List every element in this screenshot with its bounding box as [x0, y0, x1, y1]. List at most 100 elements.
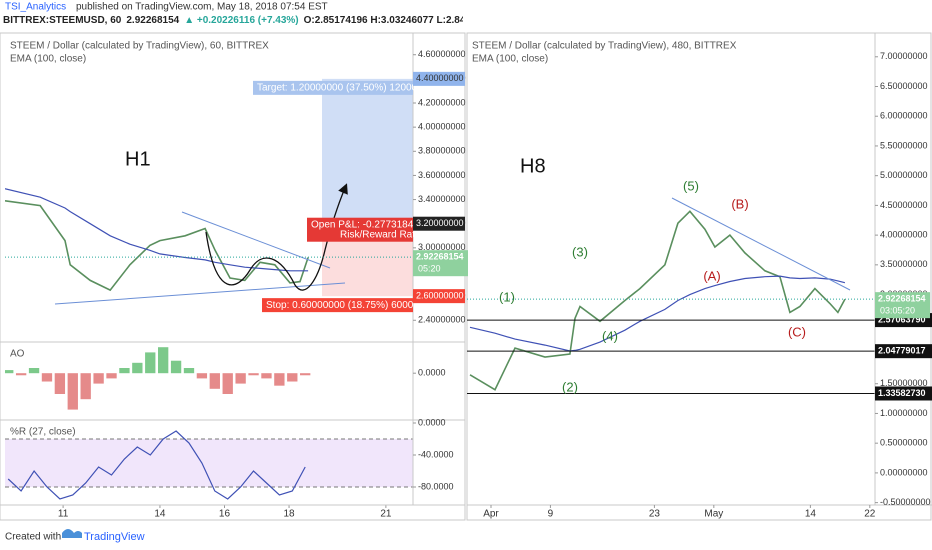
published-note: published on TradingView.com, May 18, 20…: [76, 2, 328, 13]
pnl-label-bg: [307, 217, 413, 242]
ao-bar: [261, 373, 272, 379]
level-tag-label: 2.57063790: [878, 314, 926, 324]
wave-label: (C): [788, 324, 806, 339]
x-tick-label: 14: [805, 509, 817, 520]
y-tick-label: 0.00000000: [880, 467, 928, 477]
ao-bar: [196, 373, 208, 379]
ao-bar: [300, 373, 311, 376]
pane-title: %R (27, close): [10, 427, 76, 438]
brand-logo: [62, 529, 82, 538]
trendline: [671, 197, 851, 291]
x-tick-label: Apr: [483, 509, 499, 520]
y-tick-label: 6.00000000: [880, 111, 928, 121]
ao-bar: [119, 368, 130, 374]
y-tick-label: 2.40000000: [418, 315, 466, 325]
wave-label: (B): [731, 196, 748, 211]
ao-bar: [222, 373, 233, 394]
y-tick-label: 3.00000000: [418, 242, 466, 252]
legend-entry: STEEM / Dollar (calculated by TradingVie…: [472, 41, 737, 52]
pane: [467, 197, 875, 394]
level-tag-label: 2.04779017: [878, 346, 926, 356]
ao-bar: [158, 347, 169, 374]
ao-bar: [5, 370, 14, 374]
y-tick-label: -80.0000: [418, 481, 454, 491]
wave-label: (5): [683, 178, 699, 193]
last-price-label: 2.92268154: [416, 252, 464, 262]
wave-label: (A): [703, 268, 720, 283]
ao-bar: [248, 373, 259, 376]
ao-bar: [235, 373, 246, 384]
legend-entry: STEEM / Dollar (calculated by TradingVie…: [10, 41, 269, 52]
x-tick-label: May: [704, 509, 723, 520]
y-tick-label: 6.50000000: [880, 81, 928, 91]
info-line: BITTREX:STEEMUSD, 60 2.92268154 ▲ +0.20226…: [3, 15, 543, 26]
ao-bar: [41, 373, 53, 382]
target-tag-label: 4.40000000: [416, 73, 464, 83]
info-change: ▲ +0.20226116 (+7.43%): [184, 15, 298, 26]
y-tick-label: 3.80000000: [418, 146, 466, 156]
y-tick-label: 7.00000000: [880, 51, 928, 61]
created-with: Created with: [5, 532, 61, 543]
info-price: 2.92268154: [126, 15, 179, 26]
legend-entry: EMA (100, close): [10, 54, 86, 65]
y-tick-label: 4.00000000: [880, 229, 928, 239]
timeframe-label: H1: [125, 148, 151, 170]
y-tick-label: 3.50000000: [880, 259, 928, 269]
last-price-label: 2.92268154: [878, 294, 926, 304]
ao-bar: [54, 373, 66, 394]
wave-label: (2): [562, 379, 578, 394]
target-label-bg: [253, 80, 413, 95]
stop-label-bg: [262, 298, 413, 313]
stop-tag: [413, 289, 465, 304]
series-line: [5, 200, 309, 292]
series-line: [469, 210, 846, 391]
target-zone: [322, 78, 413, 224]
stop-tag-label: 2.60000000: [416, 291, 464, 301]
ao-bar: [183, 368, 195, 374]
entry-tag: [413, 216, 465, 231]
info-symbol: BITTREX:STEEMUSD, 60: [3, 15, 122, 26]
ao-bar: [67, 373, 78, 410]
wave-label: (4): [602, 328, 618, 343]
timeframe-label: H8: [520, 155, 546, 177]
legend-entry: EMA (100, close): [472, 54, 548, 65]
x-tick-label: 21: [380, 509, 392, 520]
brand-link[interactable]: TradingView: [84, 531, 145, 543]
y-tick-label: 4.20000000: [418, 97, 466, 107]
last-price-tag: [875, 292, 930, 319]
pane: [5, 347, 311, 410]
x-tick-label: 14: [154, 509, 166, 520]
y-tick-label: -0.50000000: [880, 497, 931, 507]
y-tick-label: 5.50000000: [880, 140, 928, 150]
level-tag: [875, 386, 932, 401]
ao-bar: [15, 373, 27, 376]
y-tick-label: 4.00000000: [418, 122, 466, 132]
y-tick-label: 1.50000000: [880, 378, 928, 388]
ao-bar: [209, 373, 220, 389]
ao-bar: [93, 373, 104, 384]
ao-bar: [274, 373, 285, 386]
ao-bar: [170, 360, 182, 374]
info-clip: BITTREX:STEEMUSD, 60 2.92268154 ▲ +0.20226…: [3, 15, 543, 26]
countdown-label: 05:20: [418, 264, 441, 274]
wave-label: (3): [572, 244, 588, 259]
level-tag-label: 1.33582730: [878, 388, 926, 398]
series-line: [7, 430, 306, 500]
trendline: [181, 211, 331, 269]
last-price-tag: [413, 250, 468, 277]
y-tick-label: 4.60000000: [418, 49, 466, 59]
author-link[interactable]: TSI_Analytics: [5, 2, 66, 13]
x-tick-label: 23: [649, 509, 661, 520]
pane-title: AO: [10, 349, 25, 360]
y-tick-label: 0.50000000: [880, 438, 928, 448]
y-tick-label: 1.00000000: [880, 408, 928, 418]
ao-bar: [28, 368, 40, 374]
y-tick-label: 0.0000: [418, 417, 446, 427]
ao-bar: [80, 373, 91, 400]
wave-label: (1): [499, 289, 515, 304]
y-tick-label: 4.50000000: [880, 200, 928, 210]
ao-bar: [145, 352, 156, 374]
target-label: Target: 1.20000000 (37.50%) 12000: [257, 83, 418, 94]
ao-bar: [132, 362, 143, 374]
